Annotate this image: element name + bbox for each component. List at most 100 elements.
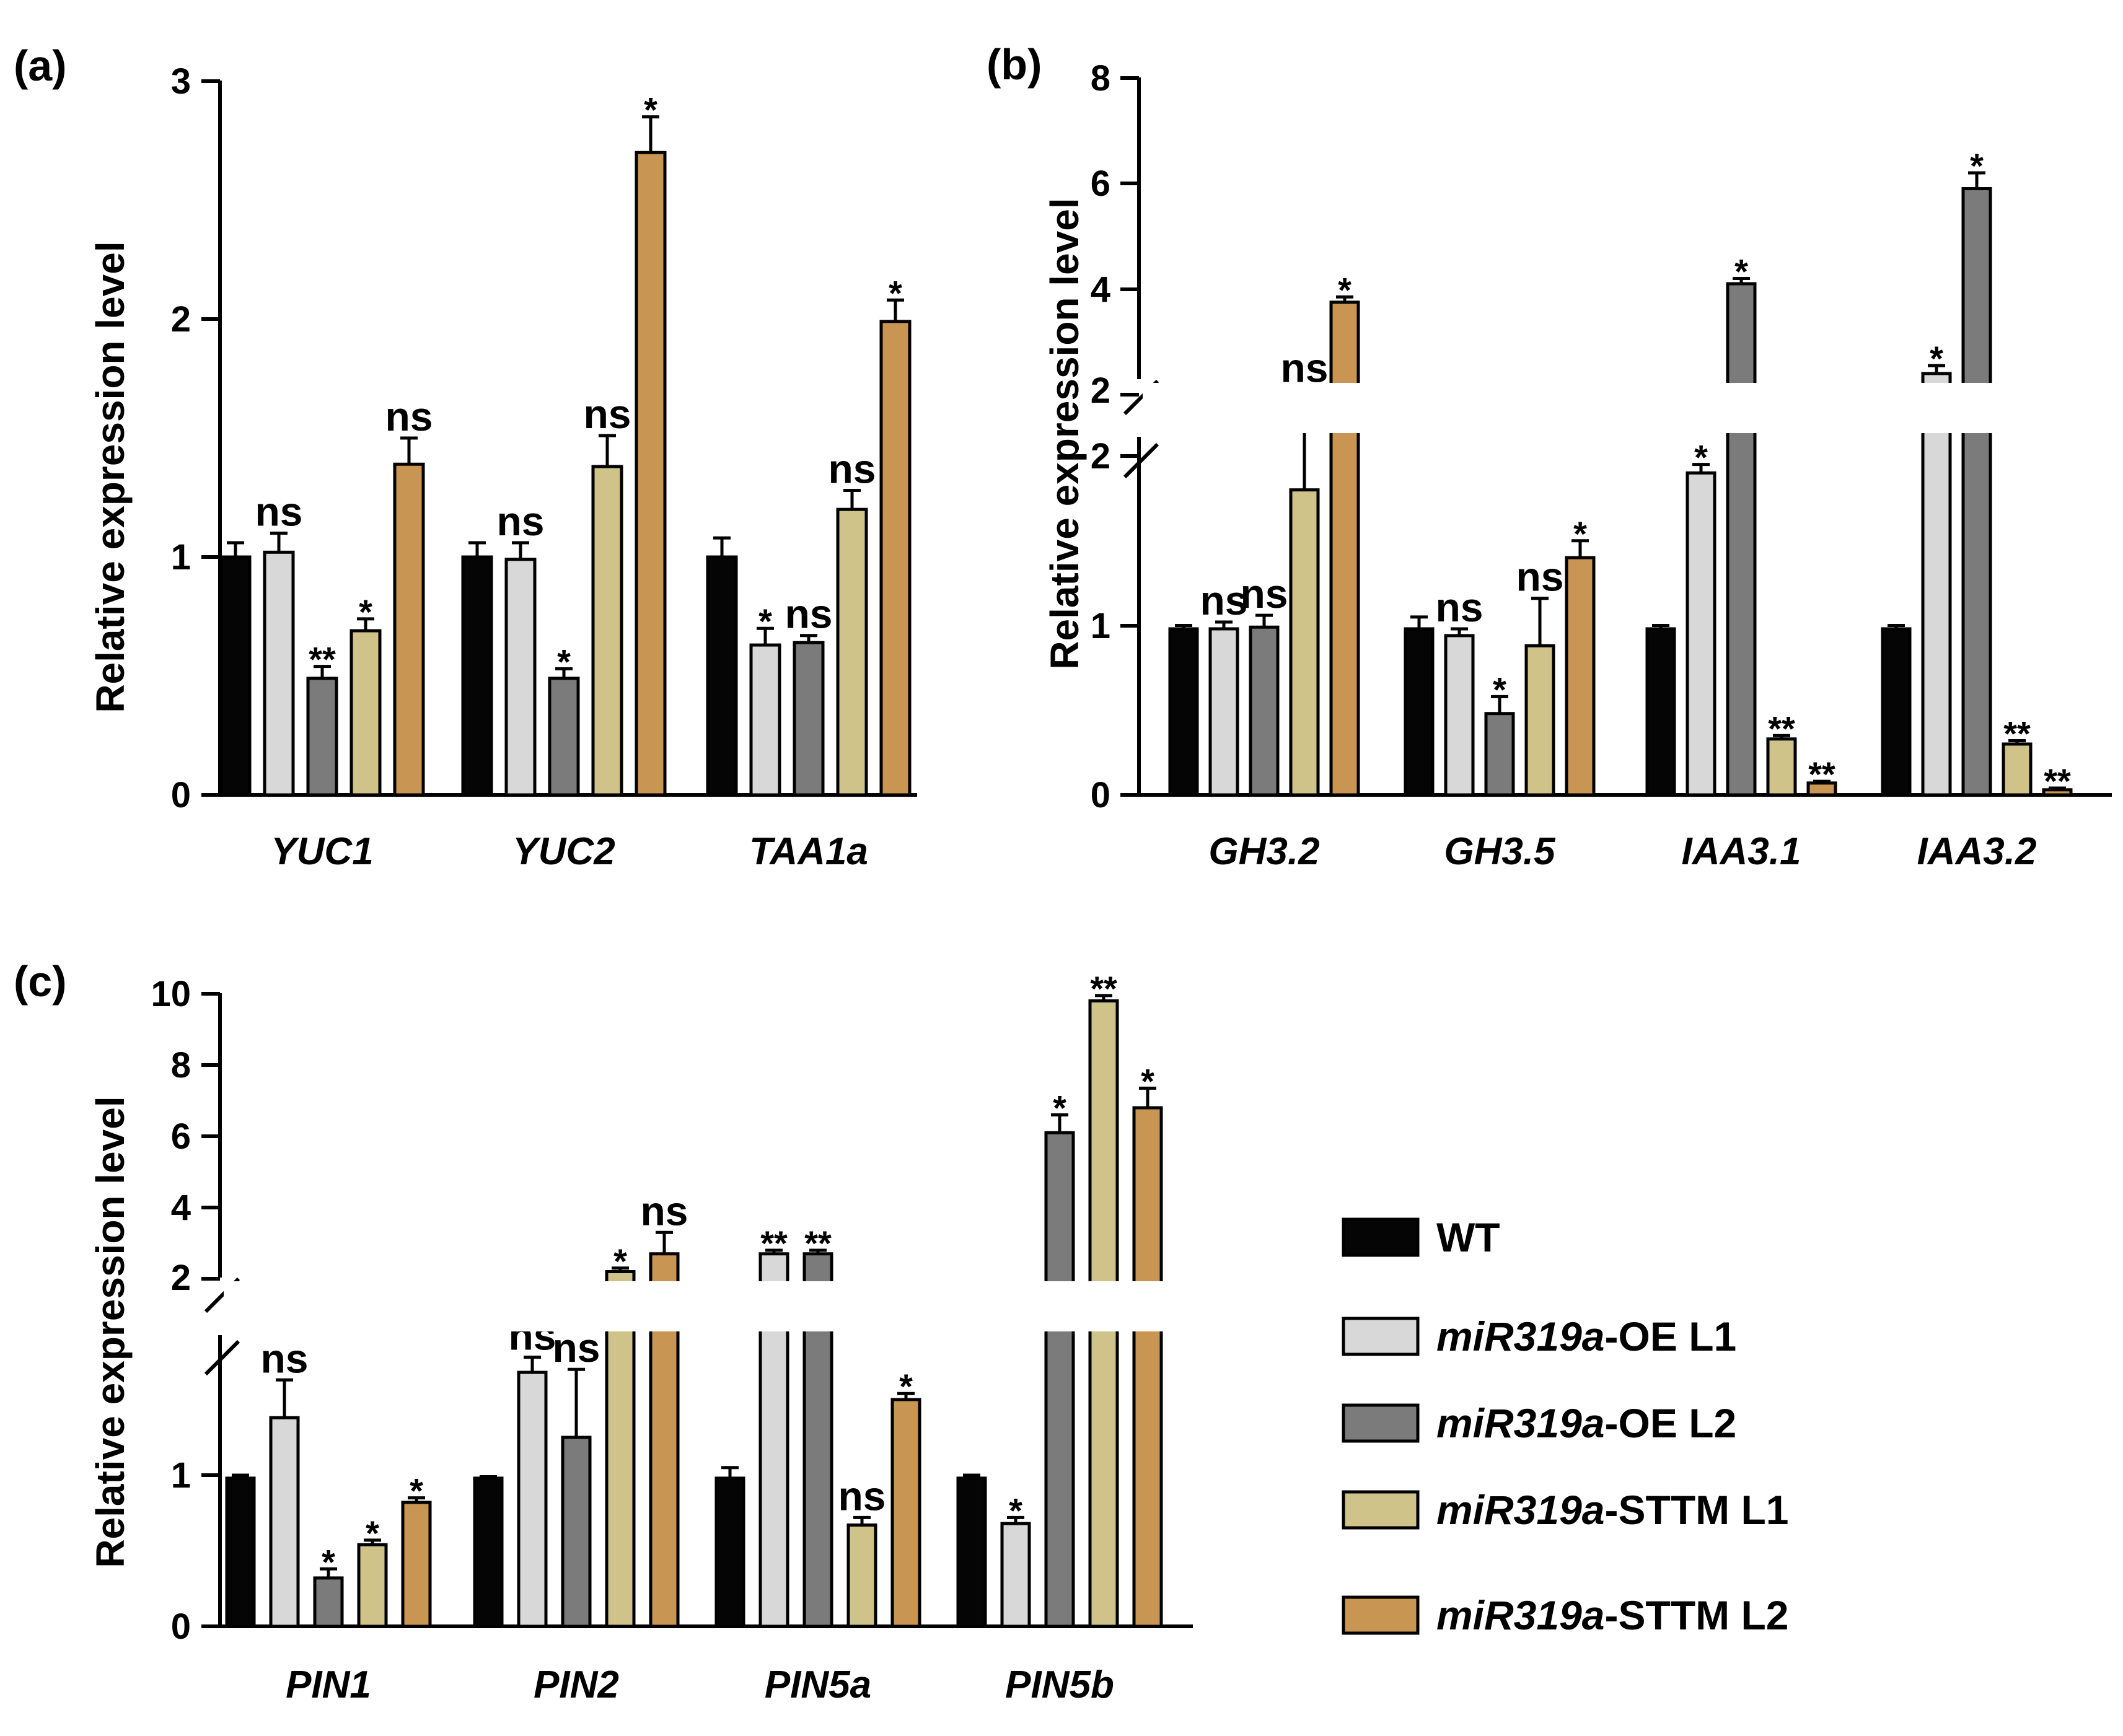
panel-b-gh3-2-s1-bar [1208, 627, 1239, 797]
panel-a-yuc2-s2-significance-label: * [557, 642, 571, 681]
panel-c-pin5b-s0-bar [956, 1476, 987, 1628]
panel-c-pin1-s4-error-bar [408, 1496, 425, 1502]
panel-a-tick-label-2: 2 [171, 299, 191, 340]
panel-b-tick-label-5: 6 [1091, 164, 1110, 204]
panel-b-label: (b) [987, 40, 1042, 89]
legend: WT miR319a-OE L1 miR319a-OE L2 miR319a-S… [1342, 1214, 1788, 1638]
panel-b-gh3-2-s4-significance-label: * [1338, 270, 1352, 309]
panel-a-taa1a-s2-significance-label: ns [785, 591, 832, 637]
panel-a-tick-label-1: 1 [171, 537, 191, 577]
panel-c-pin5b-s2-significance-label: * [1053, 1089, 1066, 1128]
panel-c-pin1-s4-significance-label: * [410, 1471, 423, 1510]
panel-a-taa1a-s1-error-bar [757, 626, 774, 646]
panel-b-gh3-5-s2-error-bar [1491, 695, 1508, 714]
panel-a-yuc1-s2-significance-label: ** [309, 640, 336, 679]
panel-c-pin2-s4-error-bar [656, 1230, 673, 1254]
panel-c-pin1-s1-bar [269, 1416, 300, 1628]
panel-a-yuc1-s1-error-bar [270, 532, 288, 553]
panel-c-pin2-s2-bar [561, 1436, 592, 1628]
panel-a-taa1a-s0-bar [706, 555, 738, 797]
panel-b-iaa3-2-s2-error-bar [1968, 171, 1985, 189]
panel-c-pin5b-s4-significance-label: * [1141, 1061, 1154, 1100]
panel-b-iaa3-1-s2-bar [1726, 282, 1757, 797]
panel-b-iaa3-1-s2-significance-label: * [1734, 252, 1748, 291]
panel-b-iaa3-1-s0-bar [1645, 627, 1676, 797]
legend-label-oe-l1: miR319a-OE L1 [1436, 1313, 1736, 1359]
panel-c-pin2-s0-bar [473, 1476, 504, 1628]
panel-c-category-label-3: PIN5b [1005, 1664, 1114, 1706]
panel-c-pin5a-s3-bar [846, 1523, 877, 1628]
panel-b-iaa3-1-s2-error-bar [1733, 276, 1750, 284]
panel-b-category-label-1: GH3.5 [1444, 830, 1556, 873]
panel-a-yuc1-s1-bar [263, 550, 295, 797]
panel-a-category-label-2: TAA1a [749, 830, 868, 873]
panel-c-pin5a-s0-error-bar [721, 1466, 739, 1478]
panel-b-gh3-2-s2-error-bar [1255, 613, 1273, 628]
panel-a-yuc1-s3-significance-label: * [359, 592, 372, 631]
panel-a-yuc1-s4-error-bar [400, 436, 418, 465]
panel-a-taa1a-s2-error-bar [800, 634, 817, 643]
panel-a-yuc1-s0-bar [219, 555, 252, 797]
panel-a-yuc2-s0-bar [461, 555, 493, 797]
panel-a-yuc2-s0-error-bar [468, 541, 486, 557]
panel-b-iaa3-2-s4-error-bar [2049, 786, 2066, 790]
panel-c-pin2-s2-significance-label: ns [552, 1325, 600, 1370]
panel-c-pin5b-s2-bar [1044, 1131, 1075, 1628]
panel-a-tick-label-3: 3 [171, 61, 191, 102]
panel-a-yuc2-s3-bar [591, 465, 623, 797]
panel-c-pin1-s1-significance-label: ns [260, 1335, 308, 1381]
panel-b-iaa3-1-s1-bar [1686, 471, 1716, 797]
panel-b-gh3-2-s1-significance-label: ns [1200, 577, 1247, 623]
panel-c-pin1-s4-bar [401, 1501, 432, 1628]
panel-b-gh3-2-s0-error-bar [1175, 624, 1192, 629]
legend-label-sttm-l2: miR319a-STTM L2 [1436, 1592, 1788, 1638]
panel-a-yuc1-s4-bar [393, 462, 425, 797]
panel-a-yuc2-s2-error-bar [555, 667, 573, 678]
panel-b-iaa3-2-s3-error-bar [2008, 739, 2026, 744]
panel-b-gh3-2-s4-error-bar [1336, 295, 1353, 302]
panel-a-yuc2-s3-error-bar [599, 434, 616, 467]
panel-b-iaa3-1-s4-significance-label: ** [1808, 755, 1835, 794]
panel-a-label: (a) [14, 42, 67, 90]
panel-c-pin1-s0-bar [225, 1476, 256, 1628]
panel-a-yuc2-s2-bar [548, 677, 580, 797]
legend-swatch-sttm-l1 [1342, 1490, 1420, 1530]
panel-b-category-label-0: GH3.2 [1208, 830, 1319, 873]
panel-c-pin1-s3-error-bar [364, 1538, 381, 1545]
panel-a-taa1a-s2-bar [793, 641, 825, 797]
panel-b-gh3-2-s1-error-bar [1215, 620, 1233, 629]
panel-c-pin1-s2-bar [313, 1576, 344, 1628]
panel-a-category-label-0: YUC1 [271, 830, 373, 873]
panel-c-pin1-s1-error-bar [276, 1378, 293, 1418]
panel-b-tick-label-0: 0 [1091, 775, 1110, 815]
panel-a-yuc1-s2-bar [306, 677, 338, 797]
panel-c-tick-label-5: 8 [171, 1045, 191, 1085]
panel-a-yuc1-s1-significance-label: ns [255, 489, 302, 535]
panel-a-category-label-1: YUC2 [512, 830, 615, 873]
panel-b-gh3-5-s2-significance-label: * [1493, 670, 1506, 709]
panel-b-y-axis-label: Relative expression level [1042, 198, 1087, 669]
panel-c-pin5a-s0-bar [714, 1476, 745, 1628]
panel-c-pin1-s2-significance-label: * [322, 1542, 335, 1581]
panel-c-pin5a-s1-significance-label: ** [760, 1224, 788, 1263]
panel-b-iaa3-1-s3-significance-label: ** [1768, 709, 1795, 748]
panel-b-tick-label-6: 8 [1091, 58, 1110, 99]
panel-b-iaa3-1-s0-error-bar [1652, 624, 1669, 629]
panel-c-pin2-s3-error-bar [612, 1266, 629, 1272]
panel-b-gh3-2-s3-bar [1289, 488, 1320, 797]
panel-b-gh3-5-s3-bar [1524, 644, 1555, 797]
panel-b-gh3-2-s0-bar [1168, 627, 1199, 797]
legend-swatch-oe-l1 [1342, 1317, 1420, 1356]
panel-c-break-mark-lower [204, 1339, 240, 1376]
panel-a: (a) Relative expression level 0 1 2 3 ns… [14, 42, 917, 873]
legend-swatch-sttm-l2 [1342, 1595, 1420, 1635]
panel-c-pin5a-s2-error-bar [809, 1248, 827, 1254]
panel-c-pin2-s1-error-bar [524, 1356, 541, 1373]
legend-swatch-wt [1342, 1217, 1420, 1257]
panel-c-pin5a-s3-error-bar [853, 1515, 871, 1525]
panel-c-pin1-s3-bar [357, 1543, 388, 1628]
panel-c-label: (c) [14, 957, 67, 1006]
panel-a-yuc1-s3-error-bar [357, 617, 374, 631]
